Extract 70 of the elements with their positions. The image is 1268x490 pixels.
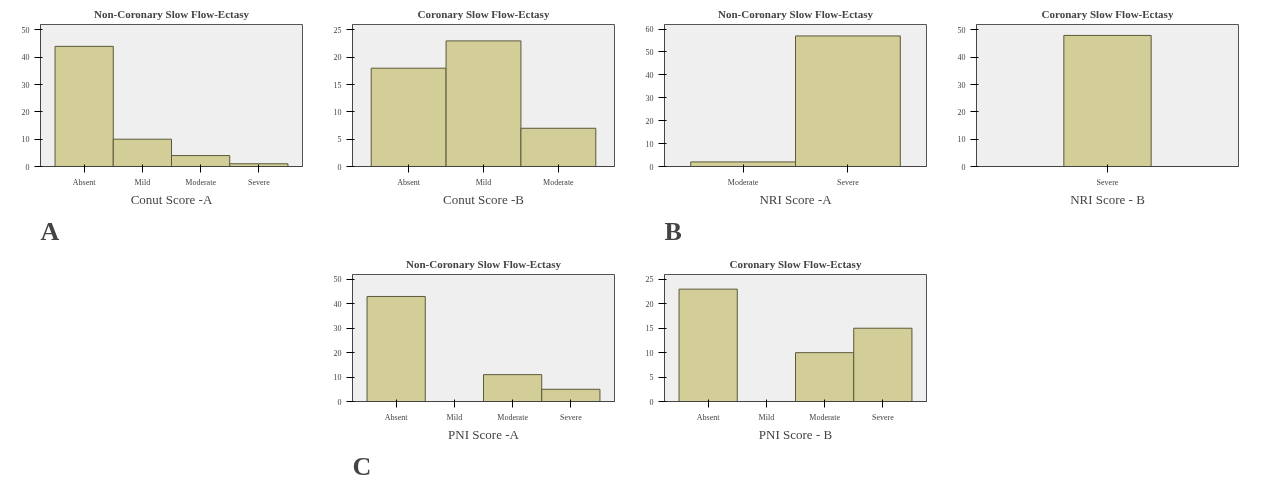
x-tick-label: Mild <box>758 412 775 422</box>
y-tick-label: 15 <box>333 80 342 90</box>
x-tick-label: Absent <box>72 177 97 187</box>
x-tick-label: Moderate <box>727 177 759 187</box>
y-tick-label: 50 <box>21 25 30 35</box>
y-tick-label: 0 <box>25 162 30 172</box>
x-tick-label: Moderate <box>543 177 575 187</box>
x-tick-label: Mild <box>446 412 463 422</box>
x-tick-label: Severe <box>871 412 895 422</box>
y-tick-label: 5 <box>649 373 654 383</box>
y-tick-label: 20 <box>645 299 654 309</box>
y-tick-label: 50 <box>957 25 966 35</box>
y-tick-label: 5 <box>337 135 342 145</box>
y-tick-label: 0 <box>337 162 342 172</box>
y-tick-label: 60 <box>645 25 654 35</box>
x-axis-title: PNI Score - B <box>758 426 833 442</box>
y-tick-label: 0 <box>649 397 654 407</box>
x-axis-title: PNI Score -A <box>448 426 520 442</box>
y-tick-label: 40 <box>333 299 342 309</box>
chart-title: Non-Coronary Slow Flow-Ectasy <box>93 7 250 20</box>
x-axis-title: NRI Score -A <box>759 191 833 207</box>
x-axis-title: NRI Score - B <box>1070 191 1146 207</box>
y-tick-label: 10 <box>333 107 342 117</box>
x-tick-label: Moderate <box>185 177 217 187</box>
x-tick-label: Severe <box>247 177 271 187</box>
y-tick-label: 30 <box>333 324 342 334</box>
y-tick-label: 10 <box>333 373 342 383</box>
y-tick-label: 20 <box>957 107 966 117</box>
y-tick-label: 40 <box>21 53 30 63</box>
y-tick-label: 40 <box>645 70 654 80</box>
text: B <box>664 216 682 246</box>
x-tick-label: Mild <box>475 177 492 187</box>
y-tick-label: 0 <box>961 162 966 172</box>
y-tick-label: 20 <box>333 53 342 63</box>
y-tick-label: 20 <box>333 348 342 358</box>
x-tick-label: Absent <box>384 412 409 422</box>
y-tick-label: 20 <box>645 116 654 126</box>
y-tick-label: 10 <box>957 135 966 145</box>
chart-title: Coronary Slow Flow-Ectasy <box>1041 7 1174 20</box>
x-tick-label: Severe <box>1096 177 1119 187</box>
y-tick-label: 40 <box>957 53 966 63</box>
y-tick-label: 30 <box>21 80 30 90</box>
x-tick-label: Severe <box>559 412 583 422</box>
y-tick-label: 25 <box>333 25 342 35</box>
y-tick-label: 10 <box>21 135 30 145</box>
y-tick-label: 30 <box>645 93 654 103</box>
x-tick-label: Moderate <box>809 412 841 422</box>
x-axis-title: Conut Score -B <box>443 191 525 207</box>
y-tick-label: 50 <box>645 47 654 57</box>
x-tick-label: Absent <box>696 412 721 422</box>
y-tick-label: 50 <box>333 275 342 285</box>
chart-title: Coronary Slow Flow-Ectasy <box>729 257 862 270</box>
y-tick-label: 20 <box>21 107 30 117</box>
y-tick-label: 0 <box>337 397 342 407</box>
text: C <box>352 451 372 481</box>
y-tick-label: 25 <box>645 275 654 285</box>
y-tick-label: 0 <box>649 162 654 172</box>
y-tick-label: 15 <box>645 324 654 334</box>
x-tick-label: Mild <box>134 177 151 187</box>
chart-title: Coronary Slow Flow-Ectasy <box>417 7 550 20</box>
x-tick-label: Severe <box>837 177 860 187</box>
x-tick-label: Moderate <box>497 412 529 422</box>
chart-title: Non-Coronary Slow Flow-Ectasy <box>717 7 874 20</box>
y-tick-label: 30 <box>957 80 966 90</box>
y-tick-label: 10 <box>645 139 654 149</box>
y-tick-label: 10 <box>645 348 654 358</box>
chart-title: Non-Coronary Slow Flow-Ectasy <box>405 257 562 270</box>
x-tick-label: Absent <box>397 177 421 187</box>
x-axis-title: Conut Score -A <box>130 191 213 207</box>
text: A <box>40 216 60 246</box>
